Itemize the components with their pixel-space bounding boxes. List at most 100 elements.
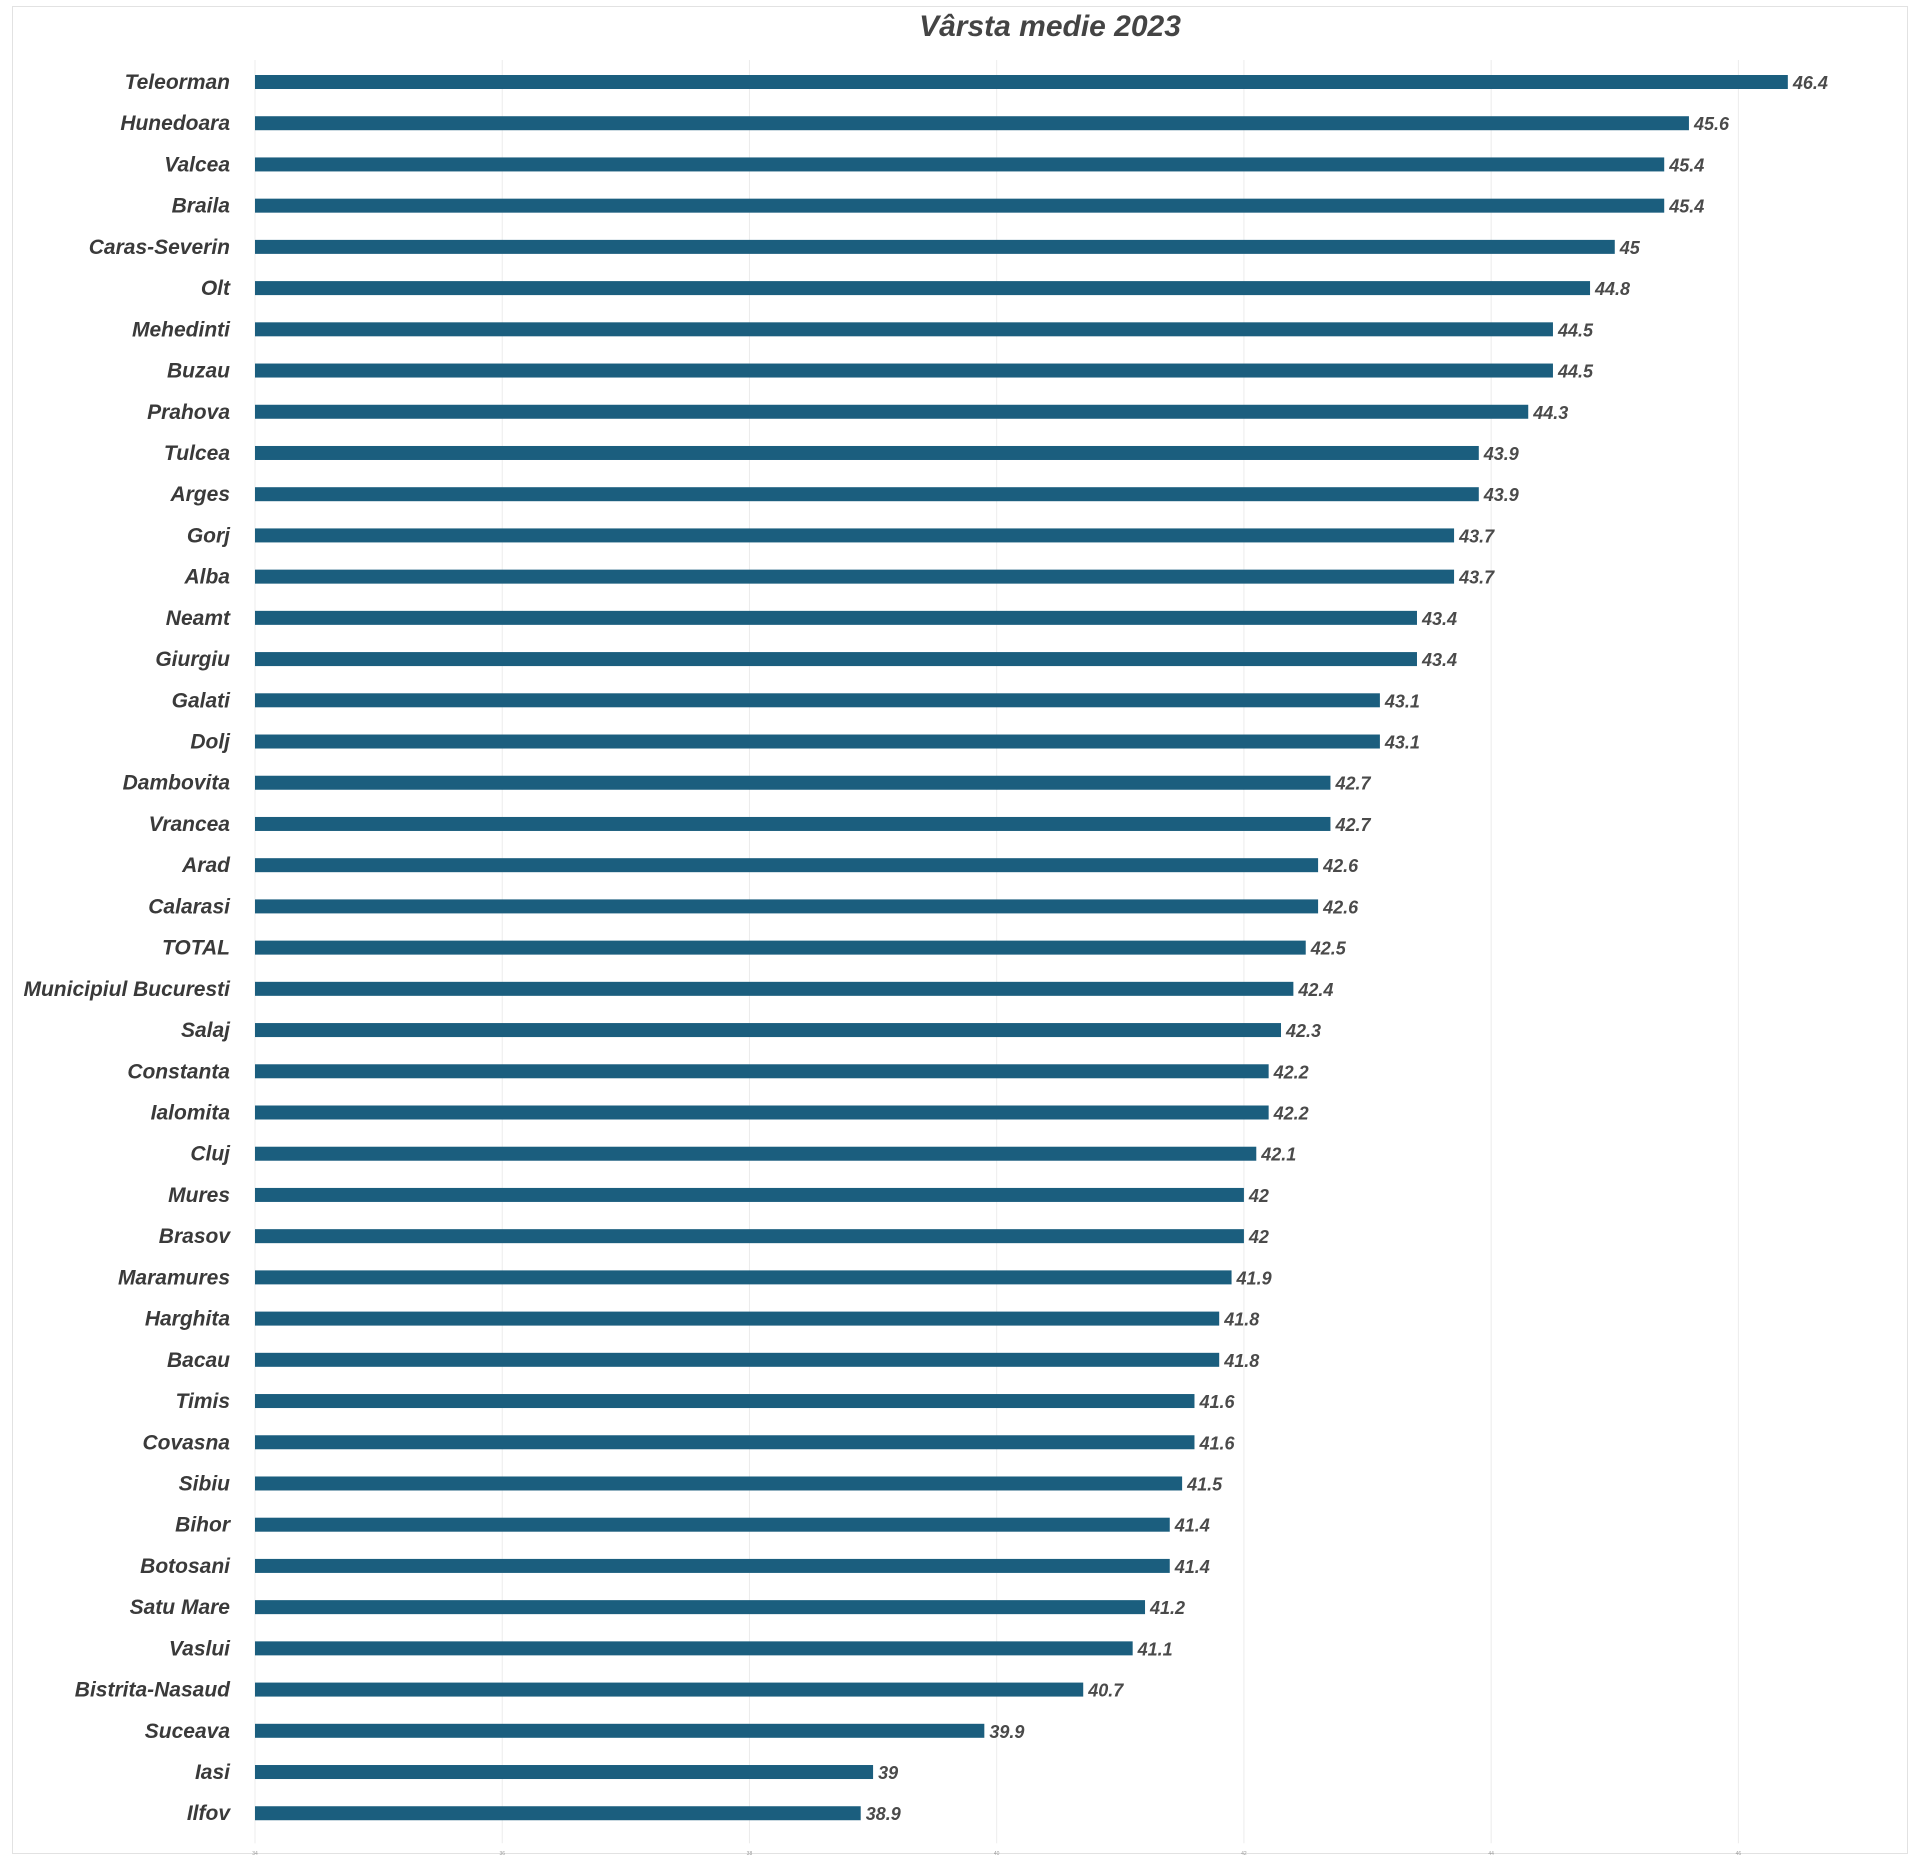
data-label: 42.7 (1334, 774, 1371, 794)
data-label: 43.1 (1384, 733, 1420, 753)
bar (255, 1187, 1244, 1202)
category-label: Galati (172, 689, 232, 712)
bar (255, 734, 1380, 749)
bar (255, 569, 1455, 584)
data-label: 45.4 (1668, 197, 1704, 217)
data-label: 41.8 (1223, 1310, 1259, 1330)
category-label: Giurgiu (155, 648, 230, 671)
category-label: Teleorman (125, 71, 230, 94)
bar (255, 610, 1417, 625)
category-label: Arges (169, 483, 230, 506)
category-label: Braila (172, 195, 231, 218)
bar (255, 75, 1788, 89)
category-label: Suceava (145, 1720, 231, 1743)
data-label: 44.5 (1557, 362, 1594, 382)
data-label: 42.6 (1322, 897, 1359, 917)
category-label: Dolj (190, 731, 231, 754)
category-label: Vrancea (149, 813, 231, 836)
bar (255, 1270, 1232, 1285)
data-label: 44.3 (1532, 403, 1568, 423)
data-label: 41.8 (1223, 1351, 1259, 1371)
bar (255, 363, 1553, 378)
bar (255, 198, 1665, 213)
data-label: 43.7 (1458, 568, 1495, 588)
bar (255, 322, 1553, 337)
category-label: Sibiu (179, 1472, 231, 1495)
labels: 34 36 38 40 42 44 46 Teleorman 46.4 Hunedoara 45.6… (23, 71, 1827, 1856)
category-label: Caras-Severin (89, 236, 230, 259)
category-label: Tulcea (164, 442, 230, 465)
category-label: Cluj (190, 1143, 231, 1166)
category-label: Iasi (195, 1761, 231, 1784)
bar (255, 1435, 1195, 1450)
category-label: Municipiul Bucuresti (23, 978, 231, 1001)
category-label: Timis (176, 1390, 230, 1413)
x-tick-label: 44 (1488, 1851, 1494, 1856)
bar (255, 1600, 1146, 1615)
data-label: 42 (1248, 1227, 1269, 1247)
data-label: 42.3 (1285, 1021, 1321, 1041)
data-label: 43.4 (1421, 650, 1457, 670)
bar (255, 1394, 1195, 1409)
bar (255, 1352, 1220, 1367)
x-tick-label: 42 (1241, 1851, 1247, 1856)
data-label: 42 (1248, 1186, 1269, 1206)
x-tick-label: 46 (1736, 1851, 1742, 1856)
category-label: Olt (201, 277, 231, 300)
data-label: 43.1 (1384, 691, 1420, 711)
bar (255, 1146, 1257, 1161)
category-label: Bihor (175, 1514, 232, 1537)
category-label: Prahova (147, 401, 230, 424)
bar (255, 157, 1665, 172)
x-tick-label: 38 (747, 1851, 753, 1856)
data-label: 43.9 (1483, 485, 1519, 505)
category-label: Satu Mare (130, 1596, 231, 1619)
bar (255, 1229, 1244, 1244)
bar (255, 1023, 1282, 1038)
category-label: Buzau (167, 360, 230, 383)
data-label: 41.4 (1174, 1557, 1210, 1577)
bar (255, 281, 1591, 296)
category-label: Botosani (140, 1555, 231, 1578)
data-label: 44.5 (1557, 320, 1594, 340)
bar (255, 1064, 1269, 1079)
category-label: Harghita (145, 1308, 231, 1331)
chart-frame (12, 6, 1908, 1854)
bar (255, 445, 1479, 460)
data-label: 42.7 (1334, 815, 1371, 835)
bar (255, 1558, 1170, 1573)
x-tick-label: 34 (252, 1851, 258, 1856)
bar (255, 1765, 874, 1780)
data-label: 44.8 (1594, 279, 1630, 299)
data-label: 42.6 (1322, 856, 1359, 876)
bar (255, 116, 1689, 131)
category-label: Hunedoara (120, 112, 230, 135)
bar (255, 693, 1380, 708)
bar (255, 1806, 861, 1821)
category-label: Dambovita (123, 772, 231, 795)
category-label: Bistrita-Nasaud (75, 1679, 231, 1702)
x-tick-label: 36 (499, 1851, 505, 1856)
data-label: 41.2 (1149, 1598, 1185, 1618)
data-label: 39 (878, 1763, 898, 1783)
data-label: 42.4 (1297, 980, 1333, 1000)
category-label: Ilfov (187, 1802, 231, 1825)
bar (255, 775, 1331, 790)
category-label: Mures (168, 1184, 230, 1207)
category-label: Calarasi (148, 895, 231, 918)
bar (255, 528, 1455, 543)
data-label: 41.6 (1198, 1392, 1235, 1412)
data-label: 42.5 (1310, 939, 1347, 959)
bar (255, 1517, 1170, 1532)
category-label: Gorj (187, 524, 231, 547)
data-label: 41.9 (1236, 1268, 1272, 1288)
category-label: Vaslui (169, 1637, 231, 1660)
category-label: Maramures (118, 1266, 230, 1289)
data-label: 38.9 (866, 1804, 901, 1824)
category-label: Covasna (142, 1431, 230, 1454)
category-label: Constanta (127, 1060, 230, 1083)
category-label: Arad (181, 854, 231, 877)
x-tick-label: 40 (994, 1851, 1000, 1856)
bar (255, 1723, 985, 1738)
